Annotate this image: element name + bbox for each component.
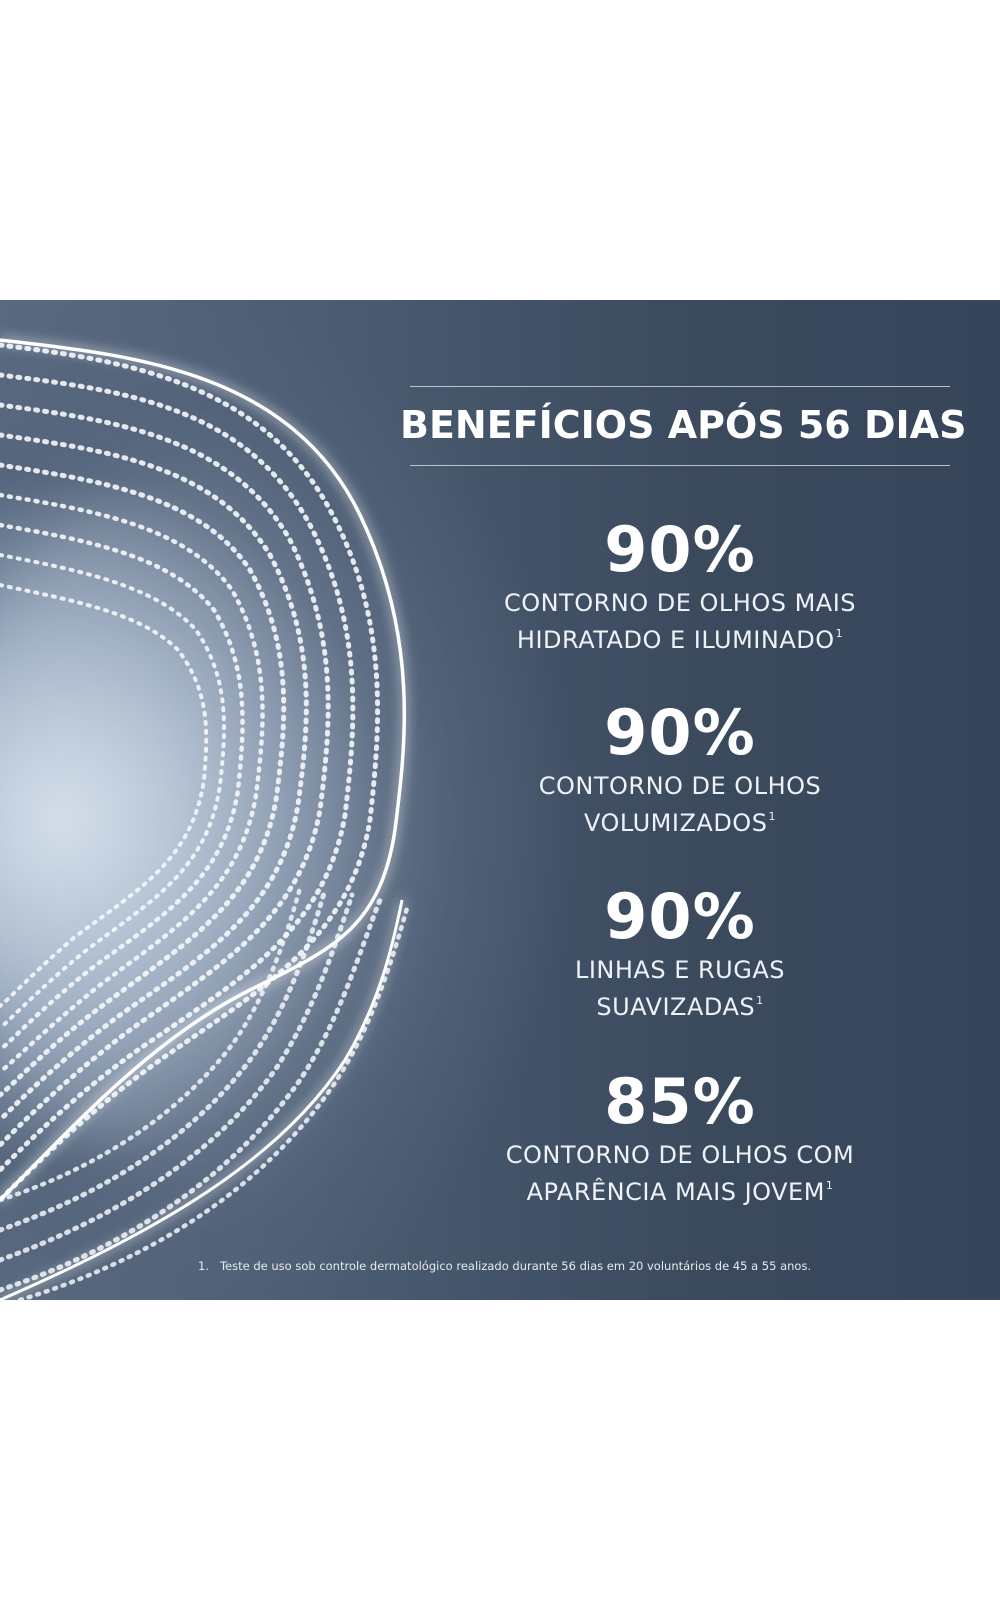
top-divider (410, 386, 950, 387)
benefit-line2: VOLUMIZADOS1 (584, 809, 776, 837)
benefit-value: 90% (604, 513, 756, 586)
benefit-value: 90% (604, 880, 756, 953)
benefit-line2: HIDRATADO E ILUMINADO1 (516, 626, 844, 654)
bottom-divider (410, 465, 950, 466)
footnote: 1. Teste de uso sob controle dermatológi… (198, 1258, 811, 1274)
footnote-ref: 1 (825, 1179, 834, 1192)
benefit-wrinkles: 90% LINHAS E RUGAS SUAVIZADAS1 (400, 882, 960, 1026)
footnote-ref: 1 (835, 627, 844, 640)
benefit-hydration: 90% CONTORNO DE OLHOS MAIS HIDRATADO E I… (400, 515, 960, 659)
benefit-volume: 90% CONTORNO DE OLHOS VOLUMIZADOS1 (400, 698, 960, 842)
footnote-ref: 1 (756, 994, 764, 1007)
footnote-marker: 1. (198, 1259, 209, 1273)
benefit-value: 85% (604, 1065, 756, 1138)
benefit-youthful: 85% CONTORNO DE OLHOS COM APARÊNCIA MAIS… (400, 1067, 960, 1211)
benefit-value: 90% (604, 696, 756, 769)
benefit-line1: CONTORNO DE OLHOS (538, 772, 822, 800)
headline: BENEFÍCIOS APÓS 56 DIAS (400, 403, 967, 447)
footnote-ref: 1 (768, 810, 776, 823)
benefit-line2: SUAVIZADAS1 (596, 993, 764, 1021)
benefit-line2: APARÊNCIA MAIS JOVEM1 (526, 1178, 834, 1206)
benefit-line1: LINHAS E RUGAS (574, 956, 785, 984)
benefit-line1: CONTORNO DE OLHOS COM (505, 1141, 855, 1169)
benefit-line1: CONTORNO DE OLHOS MAIS (503, 589, 857, 617)
dotted-light-wave-icon (0, 338, 530, 1300)
footnote-text: Teste de uso sob controle dermatológico … (219, 1259, 812, 1273)
benefits-banner: BENEFÍCIOS APÓS 56 DIAS 90% CONTORNO DE … (0, 300, 1000, 1300)
